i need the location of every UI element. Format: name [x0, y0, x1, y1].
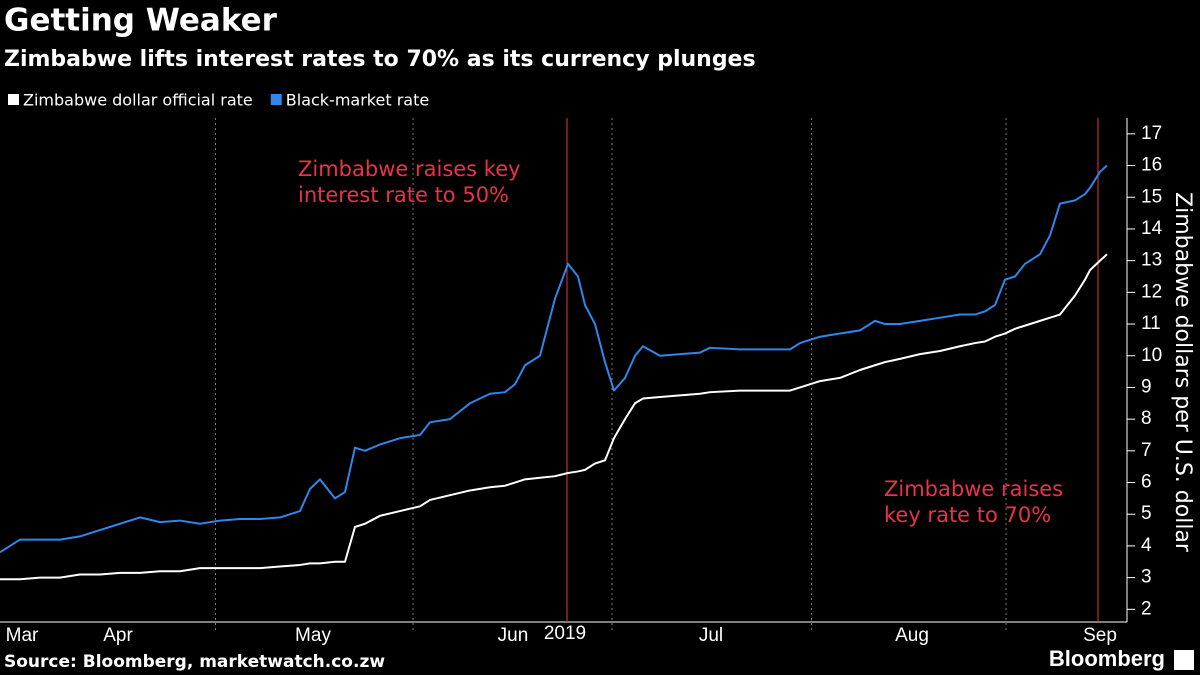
- brand-icon: [1174, 650, 1194, 670]
- brand: Bloomberg: [1049, 646, 1165, 671]
- source: Source: Bloomberg, marketwatch.co.zw: [4, 652, 385, 672]
- annotation: Zimbabwe raises: [884, 477, 1063, 501]
- y-tick-label: 9: [1141, 376, 1152, 397]
- chart-subtitle: Zimbabwe lifts interest rates to 70% as …: [4, 47, 756, 72]
- legend-label: Zimbabwe dollar official rate: [23, 91, 253, 110]
- y-tick-label: 5: [1141, 503, 1152, 524]
- y-axis-label: Zimbabwe dollars per U.S. dollar: [1170, 192, 1195, 553]
- legend-label: Black-market rate: [286, 91, 429, 110]
- x-tick-label: Jul: [699, 625, 723, 646]
- x-tick-label: Mar: [6, 625, 39, 646]
- y-tick-label: 13: [1141, 250, 1162, 271]
- x-tick-label: Jun: [498, 625, 529, 646]
- y-tick-label: 8: [1141, 408, 1152, 429]
- series-line: [0, 164, 1108, 554]
- y-tick-label: 12: [1141, 281, 1162, 302]
- y-tick-label: 15: [1141, 186, 1162, 207]
- y-tick-label: 3: [1141, 567, 1152, 588]
- y-tick-label: 11: [1141, 313, 1161, 334]
- chart-title: Getting Weaker: [4, 3, 278, 39]
- series-line: [0, 253, 1108, 581]
- annotation: key rate to 70%: [884, 503, 1051, 527]
- y-tick-label: 16: [1141, 155, 1162, 176]
- y-tick-label: 4: [1141, 535, 1152, 556]
- y-tick-label: 14: [1141, 218, 1163, 239]
- legend-swatch: [8, 94, 19, 105]
- y-tick-label: 17: [1141, 123, 1162, 144]
- annotation: interest rate to 50%: [298, 183, 509, 207]
- x-tick-label: Aug: [895, 625, 929, 646]
- x-tick-label: Apr: [103, 625, 133, 646]
- x-axis-label: 2019: [544, 623, 586, 644]
- y-tick-label: 6: [1141, 472, 1152, 493]
- x-tick-label: May: [295, 625, 331, 646]
- legend-swatch: [270, 94, 282, 105]
- y-tick-label: 10: [1141, 345, 1162, 366]
- annotation: Zimbabwe raises key: [298, 157, 521, 181]
- y-tick-label: 7: [1141, 440, 1152, 461]
- x-tick-label: Sep: [1083, 625, 1117, 646]
- y-tick-label: 2: [1141, 598, 1152, 619]
